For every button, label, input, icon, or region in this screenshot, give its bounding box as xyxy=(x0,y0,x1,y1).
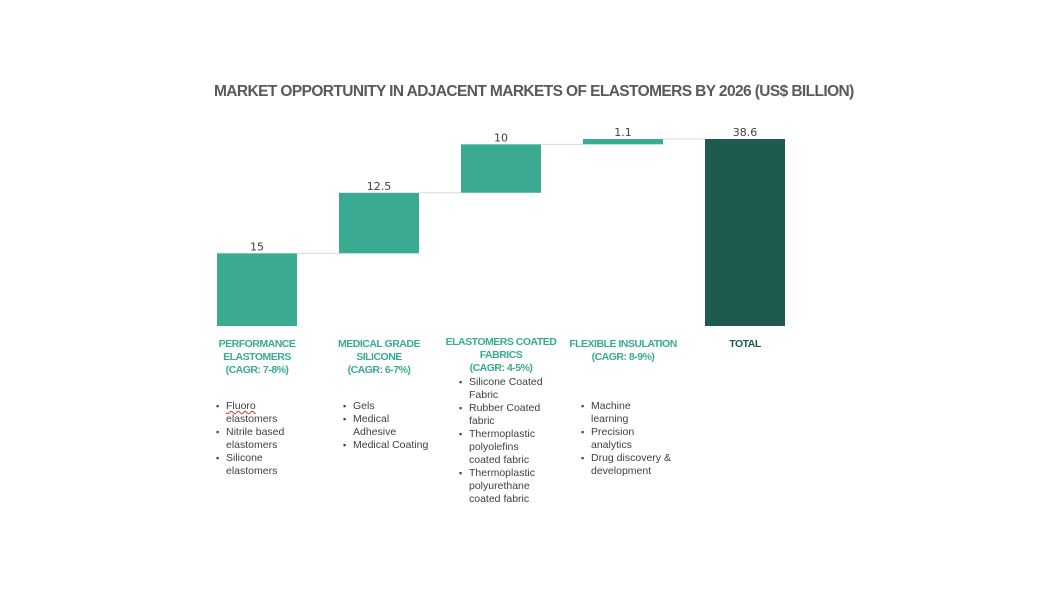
bullet-item: Gels xyxy=(343,400,428,413)
category-label-line: TOTAL xyxy=(729,338,761,350)
bullet-text: coated fabric xyxy=(469,454,530,466)
category-label-line: (CAGR: 6-7%) xyxy=(347,364,411,376)
chart-title: MARKET OPPORTUNITY IN ADJACENT MARKETS O… xyxy=(214,83,854,100)
bullet-text: polyurethane xyxy=(469,480,530,492)
category-label-line: (CAGR: 8-9%) xyxy=(591,351,655,363)
bullet-text: Gels xyxy=(353,400,375,412)
value-label: 12.5 xyxy=(367,180,392,193)
bullet-text: analytics xyxy=(591,439,632,451)
category-label: ELASTOMERS COATED FABRICS (CAGR: 4-5%) xyxy=(436,336,566,375)
category-label-line: ELASTOMERS xyxy=(223,351,291,363)
bullet-text: Thermoplastic xyxy=(469,428,535,440)
category-bullet-list: Silicone CoatedFabricRubber Coatedfabric… xyxy=(459,376,543,506)
bullet-text: Fluoro xyxy=(226,400,256,412)
bullet-item: Drug discovery &development xyxy=(581,452,671,478)
total-bar xyxy=(705,139,785,326)
category-bullet-list: MachinelearningPrecisionanalyticsDrug di… xyxy=(581,400,671,478)
bullet-text: coated fabric xyxy=(469,493,530,505)
bullet-text: learning xyxy=(591,413,629,425)
value-label: 15 xyxy=(250,240,264,253)
bullet-text: Machine xyxy=(591,400,631,412)
category-label: MEDICAL GRADE SILICONE (CAGR: 6-7%) xyxy=(314,338,444,377)
category-label-line: MEDICAL GRADE xyxy=(338,338,420,350)
category-label-line: ELASTOMERS COATED xyxy=(445,336,557,348)
waterfall-bar xyxy=(583,139,663,145)
value-label: 1.1 xyxy=(614,126,632,139)
bullet-text: Fabric xyxy=(469,389,499,401)
category-label-line: FLEXIBLE INSULATION xyxy=(569,338,677,350)
category-label-line: PERFORMANCE xyxy=(218,338,296,350)
bullet-text: Drug discovery & xyxy=(591,452,671,464)
value-label: 10 xyxy=(494,131,508,144)
category-label-line: FABRICS xyxy=(479,349,523,361)
waterfall-bar xyxy=(339,192,419,254)
bullet-text: Adhesive xyxy=(353,426,397,438)
category-label-line: SILICONE xyxy=(356,351,402,363)
bullet-text: elastomers xyxy=(226,413,278,425)
category-label: FLEXIBLE INSULATION (CAGR: 8-9%) xyxy=(558,338,688,364)
category-label-line: (CAGR: 4-5%) xyxy=(469,362,533,374)
bullet-text: Medical xyxy=(353,413,390,425)
bullet-text: Nitrile based xyxy=(226,426,285,438)
waterfall-bar xyxy=(461,144,541,193)
category-bullet-list: GelsMedicalAdhesiveMedical Coating xyxy=(343,400,428,452)
category-label-line: (CAGR: 7-8%) xyxy=(225,364,289,376)
bullet-text: elastomers xyxy=(226,439,278,451)
category-label: TOTAL xyxy=(680,338,810,351)
bullet-text: Silicone Coated xyxy=(469,376,543,388)
bullet-text: Precision xyxy=(591,426,635,438)
bullet-text: fabric xyxy=(469,415,495,427)
category-label: PERFORMANCE ELASTOMERS (CAGR: 7-8%) xyxy=(192,338,322,377)
bullet-text: elastomers xyxy=(226,465,278,477)
bullet-item: Medical Coating xyxy=(343,439,428,452)
bullet-text: Rubber Coated xyxy=(469,402,541,414)
value-label: 38.6 xyxy=(733,126,758,139)
bullet-text: polyolefins xyxy=(469,441,519,453)
bullet-text: Medical Coating xyxy=(353,439,429,451)
bullet-text: development xyxy=(591,465,652,477)
bullet-text: Silicone xyxy=(226,452,263,464)
bullet-text: Thermoplastic xyxy=(469,467,535,479)
waterfall-bar xyxy=(217,253,297,326)
category-bullet-list: FluoroelastomersNitrile basedelastomersS… xyxy=(216,400,284,478)
